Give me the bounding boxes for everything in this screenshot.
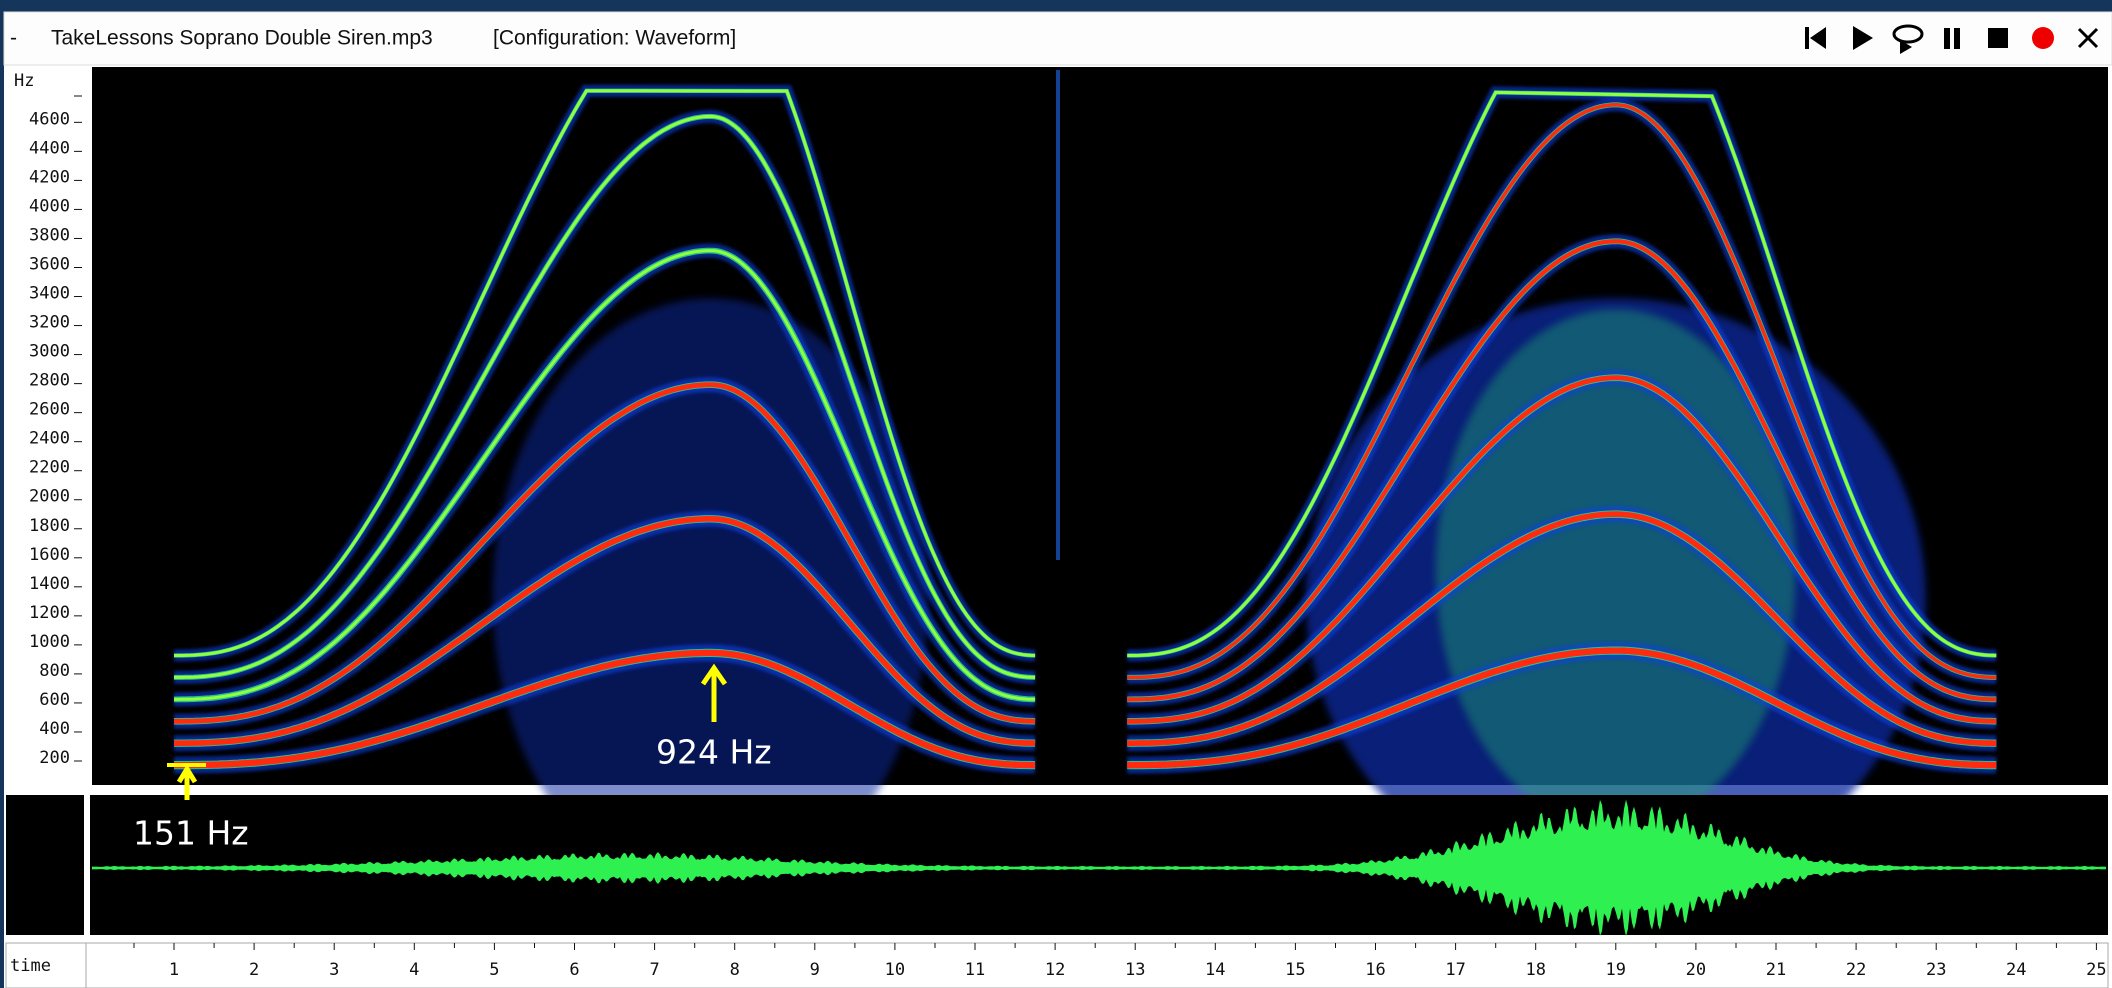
harmonic-core (1127, 103, 1997, 680)
time-tick-label: 22 (1846, 960, 1866, 980)
hz-tick-label: 4600 (29, 109, 70, 129)
hz-tick-label: 4400 (29, 138, 70, 158)
hz-tick-label: 3800 (29, 225, 70, 245)
start-arrow (176, 764, 198, 800)
hz-tick-label: 3400 (29, 284, 70, 304)
time-tick-label: 5 (489, 960, 499, 980)
hz-tick-label: 800 (39, 661, 70, 681)
hz-tick-label: 1200 (29, 603, 70, 623)
harmonic-core (1127, 647, 1997, 769)
hz-tick-label: 2200 (29, 458, 70, 478)
hz-tick-label: 400 (39, 719, 70, 739)
hz-tick-label: 2400 (29, 429, 70, 449)
hz-tick-label: 2000 (29, 487, 70, 507)
configuration: [Configuration: Waveform] (493, 27, 736, 50)
time-tick-label: 2 (249, 960, 259, 980)
time-tick-label: 7 (649, 960, 659, 980)
play-button[interactable] (1853, 26, 1873, 50)
hz-tick-label: 1600 (29, 545, 70, 565)
waveform-signal (92, 799, 2106, 937)
loop-play-button[interactable] (1892, 24, 1924, 54)
hz-tick-label: 1400 (29, 574, 70, 594)
time-tick-label: 9 (810, 960, 820, 980)
skip-back-button[interactable] (1805, 27, 1826, 49)
harmonic-core (174, 249, 1036, 701)
time-tick-label: 4 (409, 960, 419, 980)
hz-tick-label: 1000 (29, 632, 70, 652)
peak-label: 924 Hz (656, 733, 772, 772)
harmonic-core (174, 114, 1036, 679)
hz-tick-label: 2600 (29, 400, 70, 420)
time-tick-label: 13 (1125, 960, 1145, 980)
hz-tick-label: 4200 (29, 167, 70, 187)
time-tick-label: 18 (1525, 960, 1545, 980)
hz-tick-label: 200 (39, 748, 70, 768)
peak-arrow (700, 663, 728, 722)
time-tick-label: 1 (169, 960, 179, 980)
time-tick-label: 11 (965, 960, 985, 980)
harmonic-core (174, 516, 1036, 746)
dash: - (10, 27, 17, 50)
time-tick-label: 20 (1686, 960, 1706, 980)
harmonic-core (1127, 90, 1997, 657)
hz-tick-label: 3600 (29, 254, 70, 274)
hz-tick-label: 4000 (29, 196, 70, 216)
time-tick-label: 17 (1445, 960, 1465, 980)
waveform (92, 799, 2106, 937)
harmonic-core (174, 649, 1036, 769)
time-tick-label: 21 (1766, 960, 1786, 980)
file-name: TakeLessons Soprano Double Siren.mp3 (51, 27, 433, 50)
peak-annotation: 924 Hz (656, 663, 772, 772)
time-label: time (10, 956, 51, 976)
stop-button[interactable] (1988, 28, 2008, 48)
time-tick-label: 19 (1606, 960, 1626, 980)
hz-tick-label: 1800 (29, 516, 70, 536)
time-tick-label: 14 (1205, 960, 1225, 980)
harmonic-core (174, 89, 1036, 657)
hz-tick-label: 2800 (29, 371, 70, 391)
time-tick-label: 25 (2086, 960, 2106, 980)
hz-tick-label: 600 (39, 690, 70, 710)
close-button[interactable] (2077, 27, 2099, 49)
noise-cloud (492, 298, 929, 899)
time-tick-label: 12 (1045, 960, 1065, 980)
time-tick-label: 3 (329, 960, 339, 980)
hz-unit-label: Hz (14, 71, 34, 91)
title-bar (3, 11, 2112, 66)
time-ruler (5, 942, 2109, 988)
hz-tick-label: 3200 (29, 313, 70, 333)
start-label: 151 Hz (133, 814, 249, 853)
spectrogram-image (174, 70, 1997, 899)
time-tick-label: 8 (730, 960, 740, 980)
harmonic-core (1127, 511, 1997, 746)
transport-controls (1805, 24, 2099, 54)
time-tick-label: 16 (1365, 960, 1385, 980)
harmonic-core (174, 382, 1036, 724)
pause-button[interactable] (1944, 28, 1960, 49)
waveform-label-box (6, 795, 84, 935)
time-tick-label: 10 (885, 960, 905, 980)
time-tick-label: 23 (1926, 960, 1946, 980)
harmonic-core (1127, 375, 1997, 724)
time-tick-label: 15 (1285, 960, 1305, 980)
harmonic-core (1127, 239, 1997, 702)
start-annotation: 151 Hz (133, 763, 249, 853)
record-button[interactable] (2032, 27, 2054, 49)
time-tick-label: 6 (569, 960, 579, 980)
time-tick-label: 24 (2006, 960, 2026, 980)
hz-tick-label: 3000 (29, 342, 70, 362)
